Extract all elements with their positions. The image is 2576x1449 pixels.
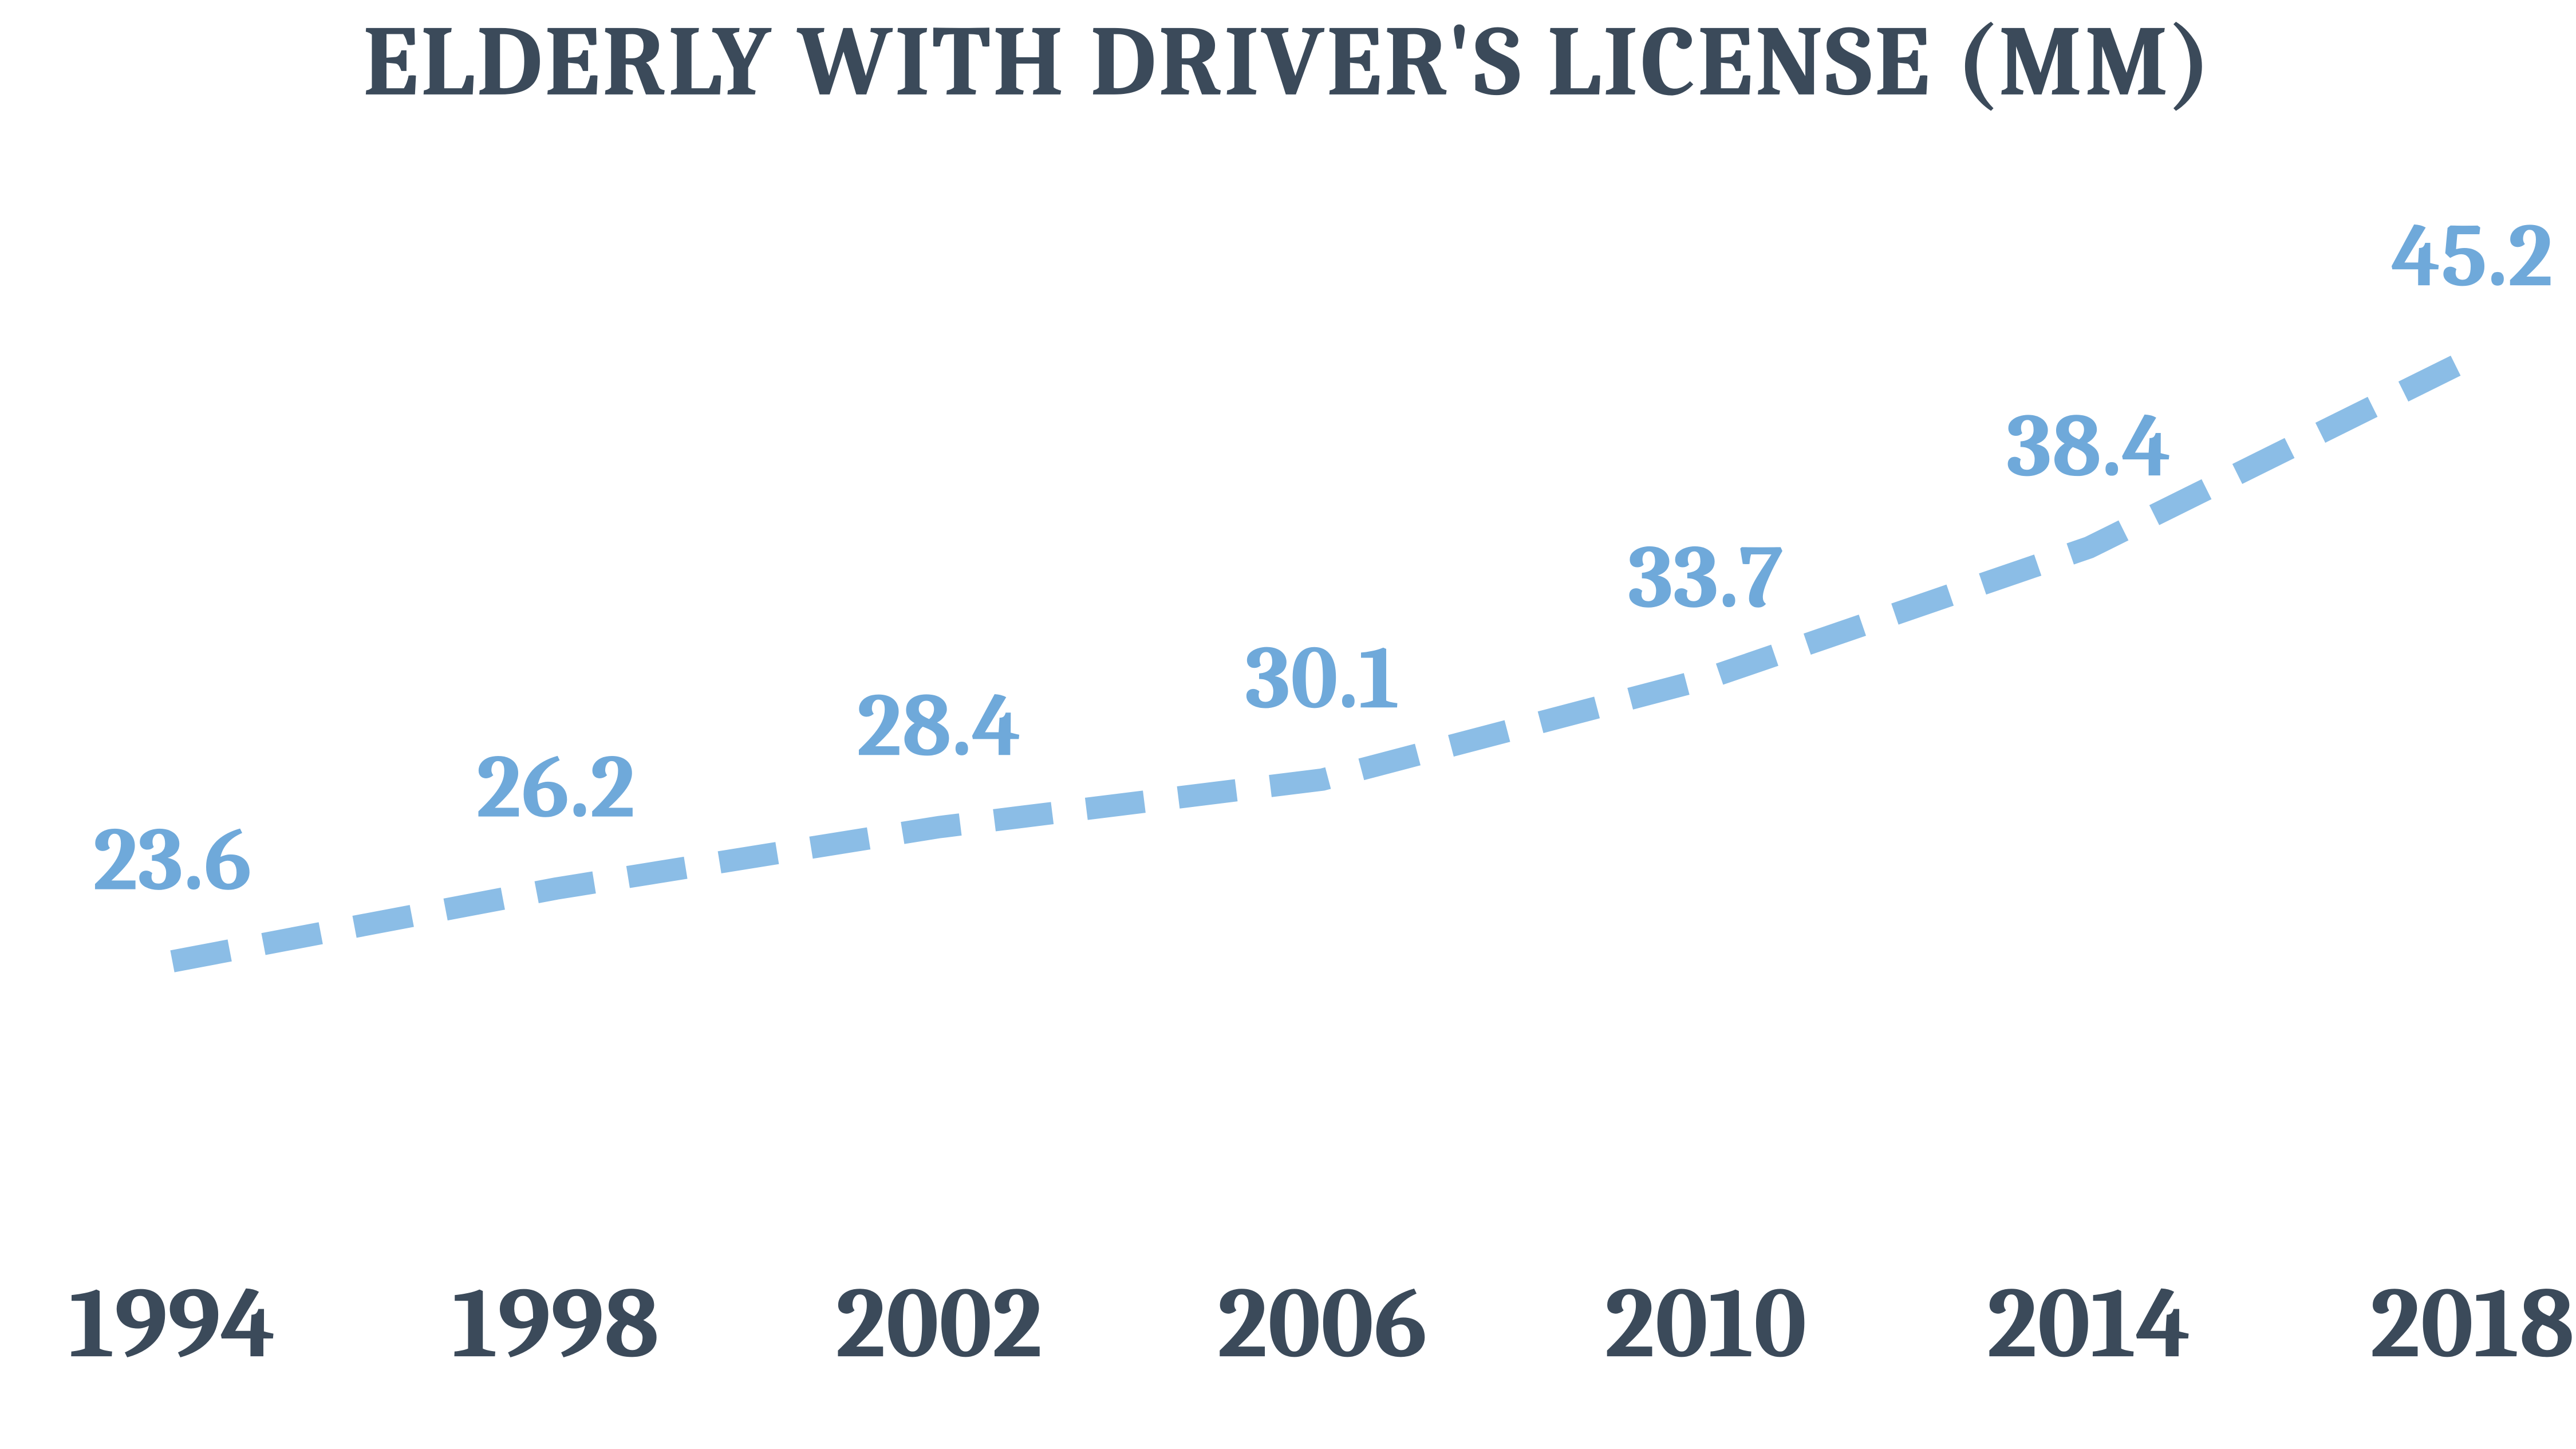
x-axis-label: 1994 (69, 1267, 275, 1381)
x-axis-label: 2014 (1987, 1267, 2191, 1381)
data-label: 33.7 (1628, 527, 1783, 629)
x-axis-label: 2018 (2370, 1267, 2574, 1381)
chart-svg: ELDERLY WITH DRIVER'S LICENSE (MM) 23.6 26… (0, 0, 2576, 1449)
data-label: 30.1 (1245, 627, 1399, 730)
x-axis-label: 1998 (452, 1267, 660, 1381)
x-axis-label: 2010 (1604, 1267, 1806, 1381)
data-label: 45.2 (2392, 205, 2553, 308)
chart-title: ELDERLY WITH DRIVER'S LICENSE (MM) (363, 6, 2214, 120)
data-label: 38.4 (2006, 395, 2171, 498)
line-chart: ELDERLY WITH DRIVER'S LICENSE (MM) 23.6 26… (0, 0, 2576, 1449)
x-axis-label: 2002 (835, 1267, 1043, 1381)
data-label: 26.2 (476, 737, 636, 839)
data-label: 28.4 (857, 675, 1021, 777)
data-label: 23.6 (93, 809, 252, 912)
x-axis-label: 2006 (1217, 1267, 1427, 1381)
